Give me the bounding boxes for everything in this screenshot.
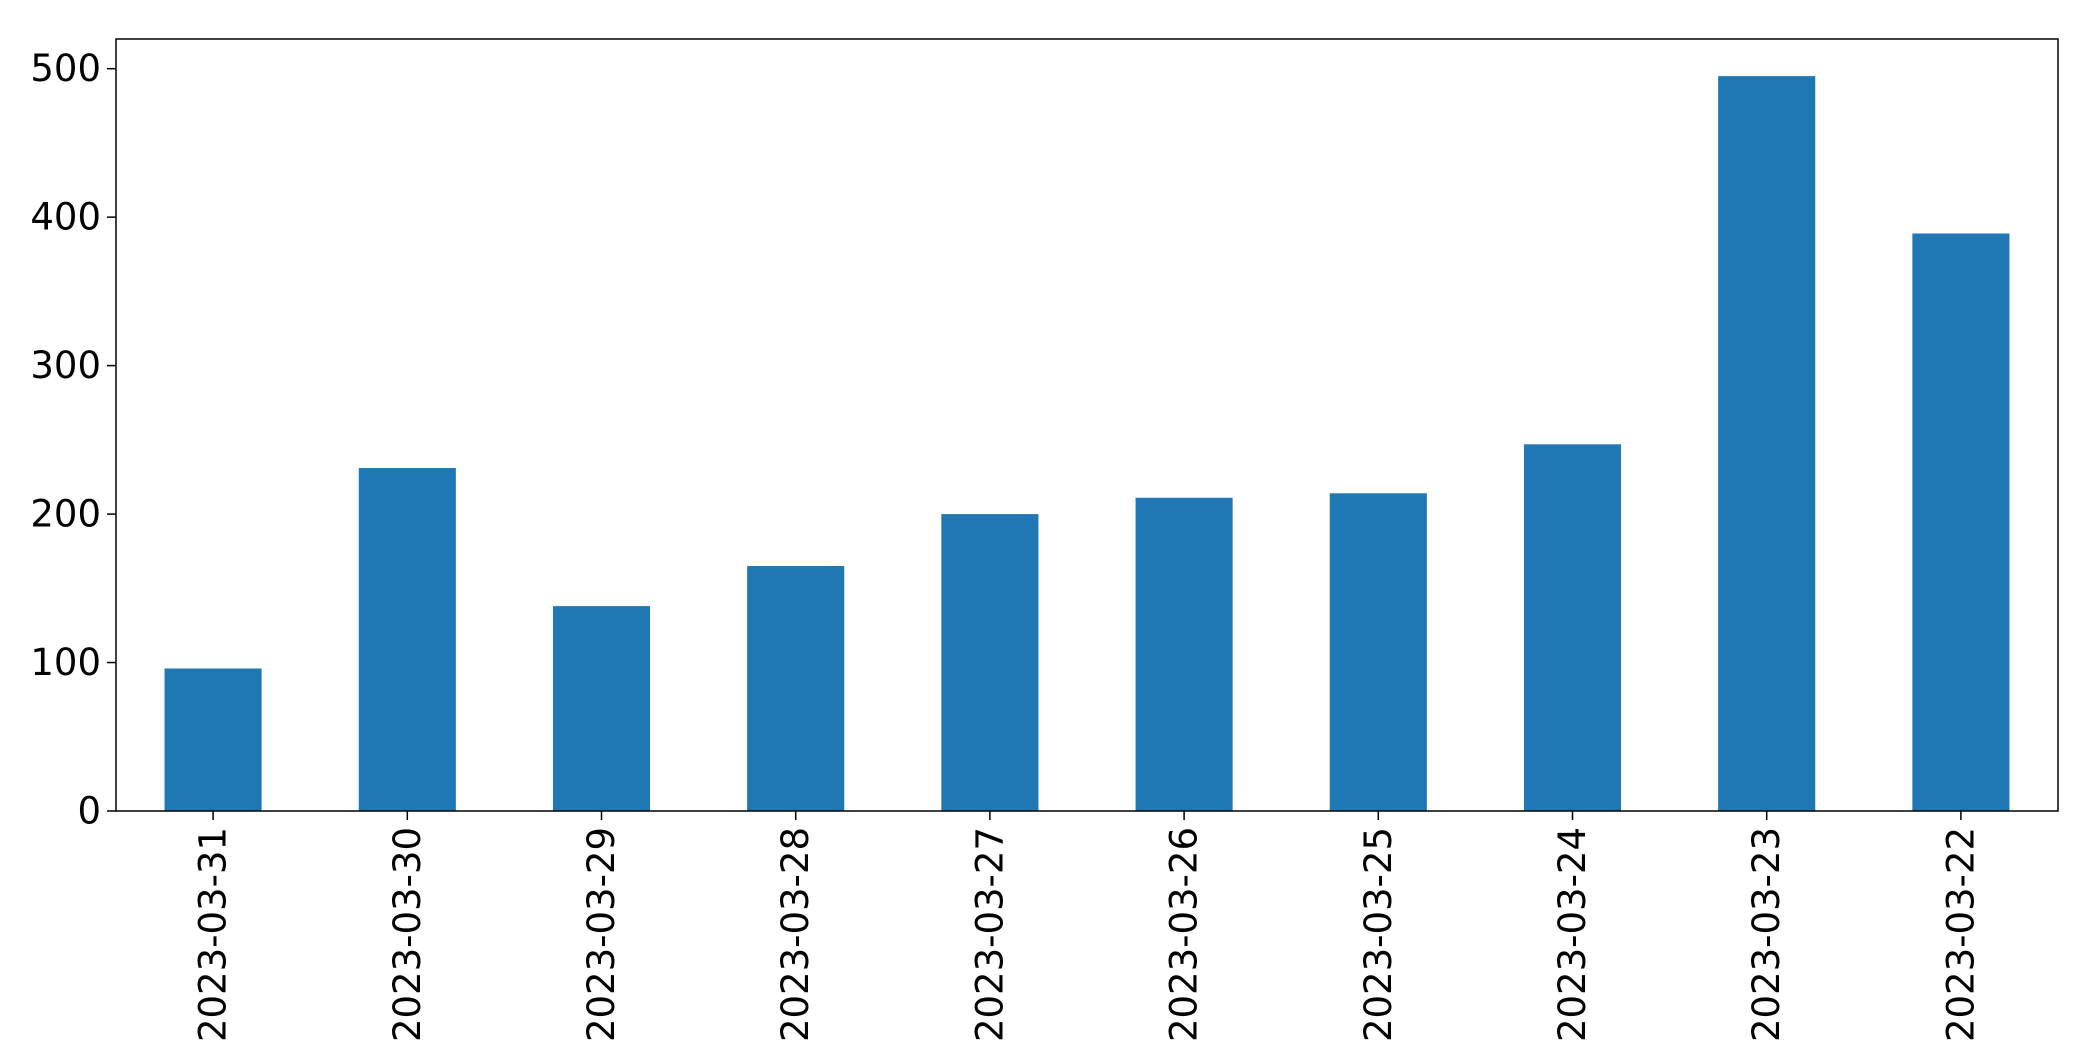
y-tick-label-100: 100 (30, 641, 101, 684)
x-tick-label-2023-03-26: 2023-03-26 (1163, 827, 1206, 1042)
bar-2023-03-22 (1912, 233, 2010, 812)
x-tick-label-2023-03-31: 2023-03-31 (192, 827, 235, 1042)
bar-2023-03-24 (1523, 444, 1622, 811)
y-tick-label-200: 200 (30, 493, 101, 536)
x-tick-label-2023-03-30: 2023-03-30 (386, 827, 429, 1042)
x-tick-label-2023-03-23: 2023-03-23 (1745, 827, 1788, 1042)
bar-2023-03-29 (552, 606, 651, 811)
y-tick-label-500: 500 (30, 47, 101, 90)
y-tick-label-400: 400 (30, 196, 101, 239)
x-tick-label-2023-03-27: 2023-03-27 (968, 827, 1011, 1042)
x-tick-label-2023-03-22: 2023-03-22 (1939, 827, 1982, 1042)
bar-2023-03-31 (164, 668, 262, 811)
bar-2023-03-30 (358, 468, 456, 811)
y-axis: 0 100 200 300 400 500 (30, 47, 116, 833)
bar-2023-03-25 (1329, 493, 1427, 811)
x-tick-label-2023-03-28: 2023-03-28 (774, 827, 817, 1042)
x-axis: 2023-03-31 2023-03-30 2023-03-29 2023-03-28… (192, 811, 1982, 1042)
bars-group (164, 76, 2010, 812)
y-tick-label-0: 0 (77, 790, 101, 833)
x-tick-label-2023-03-24: 2023-03-24 (1551, 827, 1594, 1042)
bar-2023-03-23 (1718, 76, 1816, 812)
y-tick-label-300: 300 (30, 344, 101, 387)
x-tick-label-2023-03-29: 2023-03-29 (580, 827, 623, 1042)
x-tick-label-2023-03-25: 2023-03-25 (1357, 827, 1400, 1042)
axes-frame (115, 38, 2059, 812)
bar-2023-03-26 (1135, 497, 1233, 811)
bar-2023-03-28 (747, 566, 845, 811)
bar-2023-03-27 (941, 514, 1039, 811)
